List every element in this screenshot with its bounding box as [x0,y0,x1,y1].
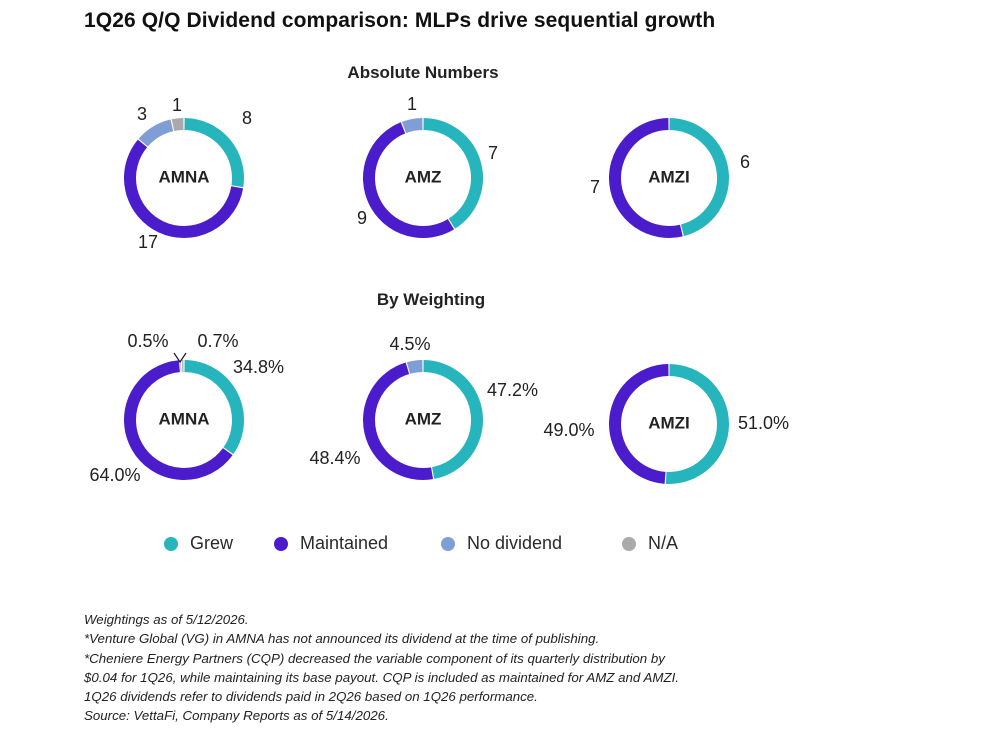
slice-grew [184,118,244,188]
data-label: 3 [137,104,147,124]
data-label: 7 [488,143,498,163]
data-label: 0.7% [197,331,238,351]
footnote-line: *Venture Global (VG) in AMNA has not ann… [84,631,600,647]
data-label: 51.0% [738,413,789,433]
footnote-line: $0.04 for 1Q26, while maintaining its ba… [84,669,679,685]
donut-center-label: AMZ [405,167,442,186]
section-title-weighting: By Weighting [376,290,486,309]
legend-swatch-na [622,536,636,551]
data-label: 9 [357,208,367,228]
data-label: 34.8% [233,357,284,377]
data-label: 17 [138,232,158,252]
data-label: 7 [590,177,600,197]
data-label: 8 [242,108,252,128]
footnote-line: Source: VettaFi, Company Reports as of 5… [84,708,389,724]
donut-amz-absolute: 7 9 1 AMZ [357,94,498,238]
legend-label-grew: Grew [190,533,234,553]
section-title-absolute: Absolute Numbers [347,63,499,82]
donut-center-label: AMZI [648,167,690,186]
donut-center-label: AMNA [159,409,210,428]
slice-maintained [363,362,434,480]
legend-item-maintained: Maintained [274,533,388,554]
legend-label-no-dividend: No dividend [467,533,563,553]
data-label: 0.5% [127,331,168,351]
slice-maintained [609,118,683,238]
legend: Grew Maintained No dividend N/A [0,533,1000,557]
slice-grew [665,364,729,484]
legend-swatch-maintained [274,536,288,551]
slice-grew [423,360,483,479]
data-label: 47.2% [487,380,538,400]
legend-label-maintained: Maintained [300,533,389,553]
slice-grew [184,360,244,455]
slice-maintained [124,139,244,238]
legend-item-grew: Grew [164,533,233,554]
slice-no-dividend [138,119,174,147]
slice-maintained [124,360,233,480]
data-label: 1 [172,95,182,115]
legend-item-no-dividend: No dividend [441,533,562,554]
donut-amna-weighting: 34.8% 64.0% 0.5% 0.7% AMNA [89,331,284,485]
donut-amzi-absolute: 6 7 AMZI [590,118,750,238]
data-label: 64.0% [89,465,140,485]
chart-title: 1Q26 Q/Q Dividend comparison: MLPs drive… [84,9,716,32]
slice-n-a [171,118,184,132]
footnotes: Weightings as of 5/12/2026. *Venture Glo… [84,610,679,726]
data-label: 48.4% [309,448,360,468]
footnote-line: *Cheniere Energy Partners (CQP) decrease… [84,650,665,666]
legend-item-na: N/A [622,533,678,554]
slice-no-dividend [406,360,423,374]
legend-label-na: N/A [648,533,679,553]
donut-center-label: AMZ [405,409,442,428]
donut-amz-weighting: 47.2% 48.4% 4.5% AMZ [309,334,538,480]
legend-swatch-no-dividend [441,536,455,551]
slice-maintained [363,122,455,238]
legend-swatch-grew [164,536,178,551]
donut-center-label: AMNA [159,167,210,186]
slice-maintained [609,364,669,484]
slice-grew [423,118,483,229]
donut-center-label: AMZI [648,413,690,432]
data-label: 1 [407,94,417,114]
footnote-line: Weightings as of 5/12/2026. [84,612,249,627]
callout-marker [173,352,187,364]
donut-amzi-weighting: 51.0% 49.0% AMZI [543,364,789,484]
data-label: 49.0% [543,420,594,440]
slice-no-dividend [401,118,423,134]
donut-amna-absolute: 8 17 3 1 AMNA [124,95,252,252]
data-label: 4.5% [389,334,430,354]
data-label: 6 [740,152,750,172]
footnote-line: 1Q26 dividends refer to dividends paid i… [84,689,538,705]
slice-grew [669,118,729,237]
